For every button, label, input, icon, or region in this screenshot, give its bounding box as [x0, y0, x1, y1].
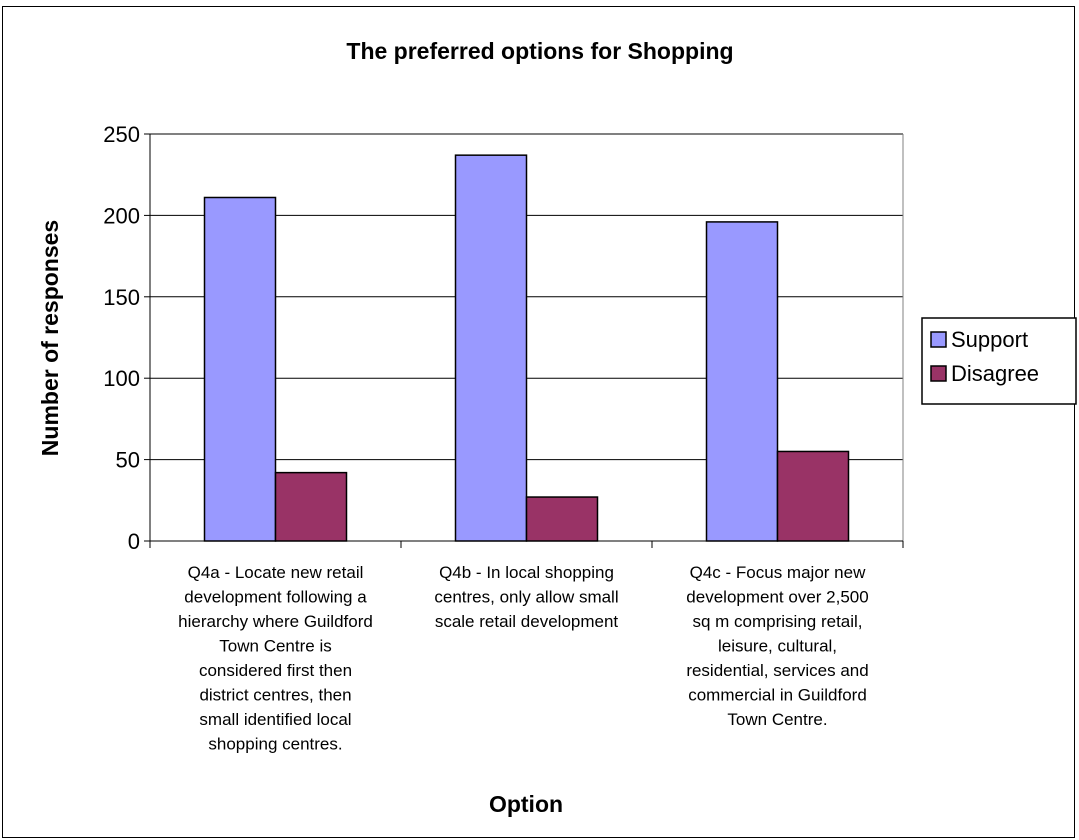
- bar-support-0: [203, 196, 277, 542]
- legend-box: [921, 317, 1077, 405]
- category-label-line: Q4b - In local shopping: [439, 563, 614, 582]
- plot-area: 0 50 100 150 200 250 Q4a - Locate new retail de…: [103, 122, 904, 754]
- category-label-line: hierarchy where Guildford: [178, 612, 373, 631]
- category-label-line: leisure, cultural,: [718, 637, 837, 656]
- y-axis-title: Number of responses: [37, 220, 63, 456]
- bar-disagree-2: [776, 450, 850, 542]
- legend-swatch-support: [930, 331, 947, 348]
- category-label-line: district centres, then: [199, 686, 351, 705]
- category-label-0: Q4a - Locate new retail development follo…: [178, 563, 373, 754]
- category-label-line: sq m comprising retail,: [692, 612, 862, 631]
- bar-disagree-1: [525, 496, 599, 542]
- bar-disagree-0: [274, 471, 348, 542]
- category-label-line: Town Centre.: [727, 710, 827, 729]
- legend-swatch-disagree: [930, 365, 947, 382]
- category-label-line: Q4c - Focus major new: [690, 563, 866, 582]
- category-label-1: Q4b - In local shopping centres, only all…: [434, 563, 618, 631]
- y-tick-label: 200: [103, 203, 140, 228]
- y-tick-label: 150: [103, 285, 140, 310]
- y-tick-label: 50: [116, 448, 140, 473]
- chart-title: The preferred options for Shopping: [346, 38, 733, 64]
- category-label-line: shopping centres.: [208, 735, 342, 754]
- bar-support-1: [454, 154, 528, 542]
- category-label-line: residential, services and: [686, 661, 868, 680]
- category-label-line: Q4a - Locate new retail: [188, 563, 364, 582]
- legend-label-support: Support: [951, 327, 1028, 352]
- category-label-line: considered first then: [199, 661, 352, 680]
- y-tick-label: 250: [103, 122, 140, 147]
- category-label-line: centres, only allow small: [434, 588, 618, 607]
- legend: Support Disagree: [921, 317, 1077, 405]
- category-label-line: development over 2,500: [686, 588, 868, 607]
- category-label-line: small identified local: [199, 710, 351, 729]
- y-tick-label: 100: [103, 366, 140, 391]
- category-label-line: commercial in Guildford: [688, 686, 867, 705]
- category-label-line: development following a: [184, 588, 367, 607]
- chart-frame: [2, 6, 1075, 838]
- bar-support-2: [705, 221, 779, 542]
- category-label-line: scale retail development: [435, 612, 619, 631]
- y-tick-label: 0: [128, 529, 140, 554]
- legend-label-disagree: Disagree: [951, 361, 1039, 386]
- category-label-line: Town Centre is: [219, 637, 331, 656]
- category-label-2: Q4c - Focus major new development over 2,…: [686, 563, 868, 729]
- x-axis-title: Option: [489, 791, 563, 817]
